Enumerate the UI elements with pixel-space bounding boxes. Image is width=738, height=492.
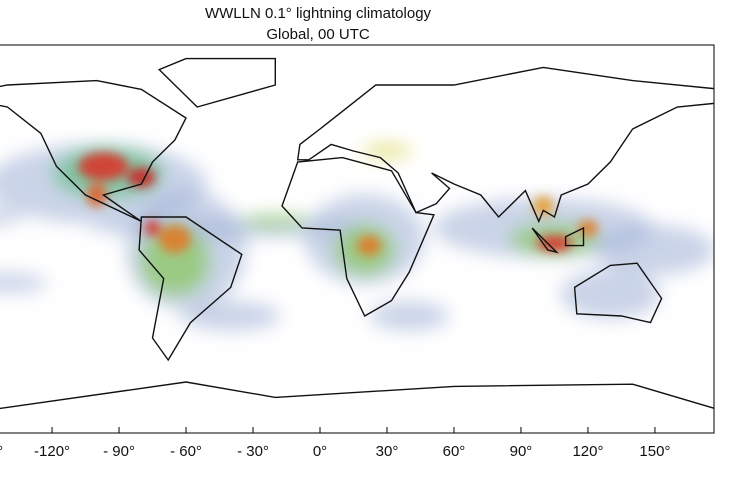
density-blob bbox=[357, 235, 382, 256]
density-blob bbox=[180, 301, 281, 331]
coastline bbox=[138, 216, 243, 362]
coastline bbox=[0, 79, 187, 223]
x-tick-label: -150° bbox=[0, 443, 3, 460]
x-tick-label: 150° bbox=[639, 443, 670, 460]
x-tick-label: 60° bbox=[443, 443, 466, 460]
x-tick-label: - 60° bbox=[170, 443, 202, 460]
density-blob bbox=[158, 225, 191, 253]
density-blob bbox=[594, 225, 714, 275]
density-blob bbox=[127, 167, 156, 188]
x-tick-label: 0° bbox=[313, 443, 327, 460]
map-area bbox=[0, 45, 714, 433]
coastlines bbox=[0, 57, 714, 410]
map-frame bbox=[0, 44, 715, 434]
density-blob bbox=[0, 209, 23, 225]
density-blob bbox=[577, 220, 598, 236]
density-blob bbox=[369, 301, 450, 331]
x-axis: -150° -120° - 90° - 60° - 30° 0° 30° 60° 90° 120°… bbox=[0, 427, 670, 460]
coastline bbox=[296, 66, 714, 224]
map-title: WWLLN 0.1° lightning climatology bbox=[205, 5, 432, 22]
density-blob bbox=[144, 220, 161, 236]
map-subtitle: Global, 00 UTC bbox=[266, 26, 370, 43]
density-core bbox=[78, 152, 598, 256]
coastline bbox=[564, 226, 585, 247]
coastline bbox=[531, 227, 560, 254]
coastline bbox=[281, 156, 435, 317]
density-blob bbox=[533, 196, 554, 216]
x-tick-label: - 30° bbox=[237, 443, 269, 460]
x-tick-label: - 90° bbox=[103, 443, 135, 460]
x-tick-label: -120° bbox=[34, 443, 70, 460]
coastline bbox=[573, 262, 663, 324]
density-blob bbox=[0, 273, 48, 293]
density-blob bbox=[361, 145, 412, 157]
density-blob bbox=[139, 226, 210, 296]
coastline bbox=[157, 57, 276, 108]
coastline bbox=[0, 381, 714, 410]
x-tick-label: 30° bbox=[376, 443, 399, 460]
x-tick-label: 120° bbox=[572, 443, 603, 460]
density-blob bbox=[86, 183, 107, 207]
density-blob bbox=[78, 152, 129, 181]
x-tick-label: 90° bbox=[510, 443, 533, 460]
